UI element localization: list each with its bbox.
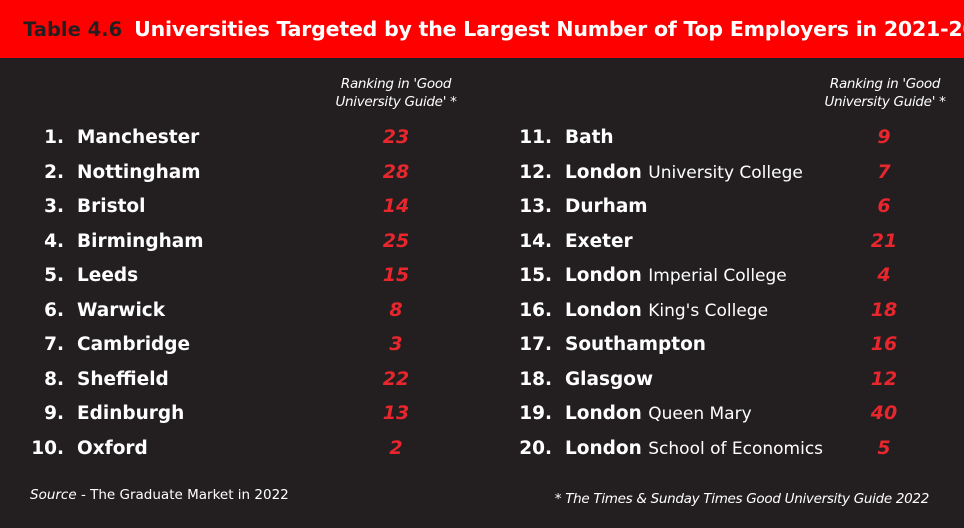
guide-ranking: 13 bbox=[382, 402, 410, 424]
university-name: Cambridge bbox=[77, 334, 191, 355]
table-row: 10. Oxford 2 bbox=[0, 432, 480, 467]
table-row: 2. Nottingham 28 bbox=[0, 156, 480, 191]
rank-number: 15. bbox=[519, 265, 552, 286]
title-bar: Table 4.6 Universities Targeted by the L… bbox=[0, 0, 964, 58]
guide-ranking: 9 bbox=[877, 126, 891, 148]
rank-number: 19. bbox=[519, 403, 552, 424]
rank-number: 5. bbox=[44, 265, 64, 286]
university-name: Warwick bbox=[77, 299, 166, 321]
rank-number: 1. bbox=[44, 127, 64, 148]
table-row: 15. London Imperial College 4 bbox=[480, 259, 964, 294]
rank-number: 8. bbox=[44, 368, 64, 390]
guide-ranking: 25 bbox=[382, 229, 410, 252]
table-row: 8. Sheffield 22 bbox=[0, 363, 480, 398]
rank-number: 2. bbox=[44, 161, 64, 183]
university-name: Birmingham bbox=[77, 230, 204, 252]
university-name: Glasgow bbox=[565, 368, 654, 390]
guide-ranking: 18 bbox=[870, 298, 898, 321]
rank-number: 12. bbox=[519, 161, 552, 183]
guide-ranking: 7 bbox=[877, 160, 891, 183]
table-row: 9. Edinburgh 13 bbox=[0, 397, 480, 432]
table-row: 3. Bristol 14 bbox=[0, 190, 480, 225]
university-name: London Queen Mary bbox=[565, 403, 752, 424]
university-name: Bristol bbox=[77, 196, 146, 217]
university-name: Bath bbox=[565, 127, 614, 148]
table-row: 5. Leeds 15 bbox=[0, 259, 480, 294]
guide-ranking: 16 bbox=[870, 333, 898, 355]
source-text: - The Graduate Market in 2022 bbox=[76, 487, 289, 503]
university-name: Manchester bbox=[77, 127, 200, 148]
rank-number: 4. bbox=[44, 230, 64, 252]
rank-number: 16. bbox=[519, 299, 552, 321]
guide-ranking: 40 bbox=[870, 402, 898, 424]
rank-number: 3. bbox=[44, 196, 64, 217]
table-number: Table 4.6 bbox=[23, 17, 123, 41]
rank-number: 7. bbox=[44, 334, 64, 355]
guide-ranking: 15 bbox=[382, 264, 410, 286]
university-name: London School of Economics bbox=[565, 437, 824, 459]
university-name: London King's College bbox=[565, 299, 769, 321]
university-name: Leeds bbox=[77, 265, 139, 286]
guide-ranking: 23 bbox=[382, 126, 410, 148]
guide-ranking: 12 bbox=[870, 367, 898, 390]
university-name: Durham bbox=[565, 196, 648, 217]
university-name: Edinburgh bbox=[77, 403, 185, 424]
university-name: Nottingham bbox=[77, 161, 201, 183]
guide-ranking: 5 bbox=[877, 436, 891, 459]
university-name: London University College bbox=[565, 161, 803, 183]
table-row: 13. Durham 6 bbox=[480, 190, 964, 225]
university-name: Oxford bbox=[77, 437, 148, 459]
guide-ranking: 22 bbox=[382, 367, 410, 390]
guide-ranking: 4 bbox=[877, 264, 891, 286]
guide-ranking: 14 bbox=[382, 195, 410, 217]
guide-ranking: 3 bbox=[389, 333, 403, 355]
left-ranking-list: 1. Manchester 23 2. Nottingham 28 3. Bri… bbox=[0, 121, 480, 466]
source-label: Source bbox=[30, 487, 77, 503]
college-name: School of Economics bbox=[648, 438, 824, 459]
table-row: 18. Glasgow 12 bbox=[480, 363, 964, 398]
rank-number: 9. bbox=[44, 403, 64, 424]
university-name: Exeter bbox=[565, 230, 633, 252]
left-column-header: Ranking in 'Good University Guide' * bbox=[335, 76, 457, 110]
guide-ranking: 6 bbox=[877, 195, 891, 217]
table-row: 16. London King's College 18 bbox=[480, 294, 964, 329]
source-note: Source - The Graduate Market in 2022 bbox=[30, 487, 289, 503]
table-row: 6. Warwick 8 bbox=[0, 294, 480, 329]
table-row: 11. Bath 9 bbox=[480, 121, 964, 156]
table-row: 17. Southampton 16 bbox=[480, 328, 964, 363]
guide-ranking: 28 bbox=[382, 160, 410, 183]
rank-number: 10. bbox=[31, 437, 64, 459]
university-name: Southampton bbox=[565, 334, 706, 355]
guide-ranking: 21 bbox=[870, 229, 898, 252]
table-row: 4. Birmingham 25 bbox=[0, 225, 480, 260]
university-name: London Imperial College bbox=[565, 265, 787, 286]
college-name: Imperial College bbox=[648, 266, 787, 286]
rank-number: 18. bbox=[519, 368, 552, 390]
table-row: 20. London School of Economics 5 bbox=[480, 432, 964, 467]
table-row: 7. Cambridge 3 bbox=[0, 328, 480, 363]
college-name: University College bbox=[648, 162, 803, 183]
footnote: * The Times & Sunday Times Good Universi… bbox=[554, 491, 930, 507]
table-title: Universities Targeted by the Largest Num… bbox=[134, 17, 964, 41]
rank-number: 20. bbox=[519, 437, 552, 459]
rank-number: 11. bbox=[519, 127, 552, 148]
rank-number: 17. bbox=[519, 334, 552, 355]
rank-number: 6. bbox=[44, 299, 64, 321]
table-row: 1. Manchester 23 bbox=[0, 121, 480, 156]
table-row: 14. Exeter 21 bbox=[480, 225, 964, 260]
college-name: King's College bbox=[648, 300, 769, 321]
right-column-header: Ranking in 'Good University Guide' * bbox=[824, 76, 946, 110]
guide-ranking: 2 bbox=[389, 436, 403, 459]
table-row: 12. London University College 7 bbox=[480, 156, 964, 191]
rank-number: 13. bbox=[519, 196, 552, 217]
guide-ranking: 8 bbox=[389, 298, 403, 321]
college-name: Queen Mary bbox=[648, 404, 752, 424]
table-row: 19. London Queen Mary 40 bbox=[480, 397, 964, 432]
university-name: Sheffield bbox=[77, 368, 169, 390]
right-ranking-list: 11. Bath 9 12. London University College… bbox=[480, 121, 964, 466]
rank-number: 14. bbox=[519, 230, 552, 252]
